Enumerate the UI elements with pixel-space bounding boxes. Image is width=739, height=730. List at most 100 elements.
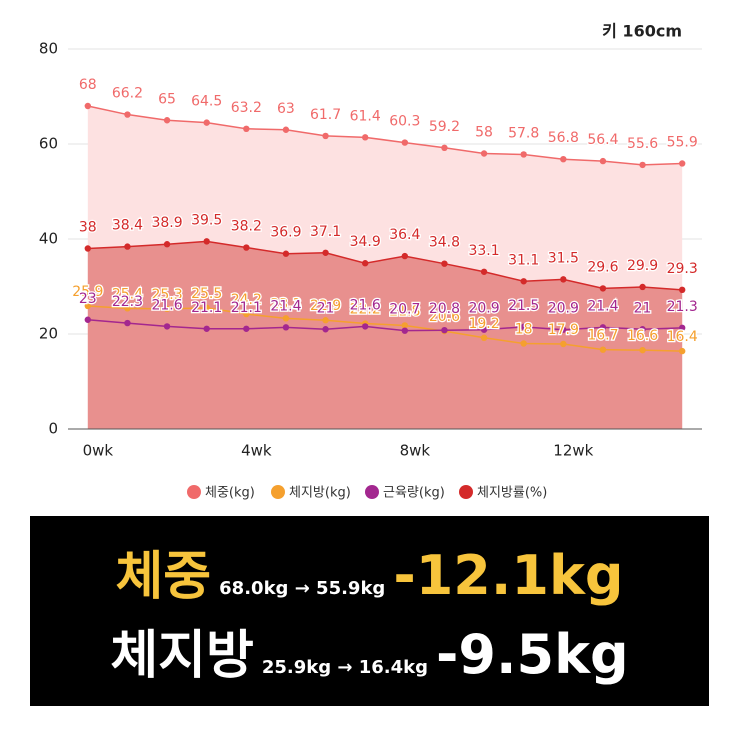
data-label: 34.9 xyxy=(350,234,381,250)
point xyxy=(639,326,646,333)
annotation: 키 160cm xyxy=(602,22,682,41)
point xyxy=(282,126,290,133)
data-label: 55.9 xyxy=(667,134,698,150)
data-label: 31.1 xyxy=(508,252,539,268)
data-label: 36.4 xyxy=(389,227,420,243)
data-label: 21.6 xyxy=(151,297,182,313)
point xyxy=(599,285,607,292)
x-tick-label: 8wk xyxy=(400,442,431,460)
point xyxy=(520,151,527,158)
point xyxy=(243,125,250,132)
data-label: 21.1 xyxy=(231,300,262,316)
banner-row: 체중 68.0kg → 55.9kg -12.1kg xyxy=(115,534,623,609)
data-label: 20.7 xyxy=(389,302,420,318)
point xyxy=(678,324,686,332)
data-label: 34.8 xyxy=(429,235,460,251)
data-label: 18 xyxy=(515,322,533,338)
x-tick-label: 4wk xyxy=(241,442,272,460)
data-label: 59.2 xyxy=(429,119,460,135)
y-tick-label: 80 xyxy=(39,40,58,58)
point xyxy=(163,117,171,124)
y-tick-label: 20 xyxy=(39,325,58,343)
data-label: 65 xyxy=(158,91,176,107)
data-label: 16.6 xyxy=(627,328,658,344)
data-label: 56.8 xyxy=(548,130,579,146)
data-label: 20.8 xyxy=(429,301,460,317)
y-tick-label: 60 xyxy=(39,135,58,153)
point xyxy=(520,278,527,285)
data-label: 21.5 xyxy=(508,298,539,314)
banner-change: -12.1kg xyxy=(393,544,624,607)
legend-label: 체지방(kg) xyxy=(289,486,351,501)
point xyxy=(599,157,607,165)
point xyxy=(282,250,290,257)
point xyxy=(203,119,210,126)
data-label: 55.6 xyxy=(627,136,658,152)
legend-marker xyxy=(365,485,379,499)
point xyxy=(560,276,567,283)
point xyxy=(560,156,567,163)
data-label: 56.4 xyxy=(587,132,618,148)
point xyxy=(124,111,131,118)
point xyxy=(84,102,92,110)
data-label: 16.7 xyxy=(587,328,618,344)
point xyxy=(163,323,171,330)
data-label: 29.3 xyxy=(667,261,698,277)
point xyxy=(520,340,527,347)
point xyxy=(361,134,369,141)
point xyxy=(243,310,250,318)
data-label: 23.3 xyxy=(270,296,301,312)
data-label: 39.5 xyxy=(191,212,222,228)
data-label: 20.9 xyxy=(548,301,579,317)
data-label: 24.2 xyxy=(231,292,262,308)
point xyxy=(639,283,646,291)
legend-marker xyxy=(271,485,285,499)
point xyxy=(401,252,409,260)
data-label: 19.2 xyxy=(468,316,499,332)
data-label: 63 xyxy=(277,101,295,117)
data-label: 57.8 xyxy=(508,125,539,141)
point xyxy=(678,160,686,167)
data-label: 61.4 xyxy=(350,108,381,124)
point xyxy=(480,150,488,157)
legend-label: 체중(kg) xyxy=(205,486,255,501)
point xyxy=(441,327,448,334)
x-tick-label: 0wk xyxy=(83,442,114,460)
data-label: 21 xyxy=(634,300,652,316)
point xyxy=(639,346,646,354)
data-label: 21.3 xyxy=(667,299,698,315)
data-label: 20.6 xyxy=(429,309,460,325)
series-line xyxy=(87,319,683,332)
point xyxy=(322,326,329,333)
data-label: 25.3 xyxy=(151,287,182,303)
point xyxy=(480,326,488,333)
data-label: 68 xyxy=(79,77,97,93)
point xyxy=(322,249,329,256)
data-label: 22.3 xyxy=(112,294,143,310)
data-label: 38.4 xyxy=(112,218,143,234)
point xyxy=(243,244,250,251)
data-label: 21.8 xyxy=(389,303,420,319)
point xyxy=(441,260,448,267)
data-label: 25.5 xyxy=(191,286,222,302)
point xyxy=(361,260,369,267)
data-label: 29.9 xyxy=(627,258,658,274)
banner-change: -9.5kg xyxy=(436,623,629,686)
series-line xyxy=(87,240,683,291)
data-label: 33.1 xyxy=(468,243,499,259)
point xyxy=(322,317,329,324)
data-label: 21.6 xyxy=(350,297,381,313)
data-label: 20.9 xyxy=(468,301,499,317)
point xyxy=(599,324,607,331)
point xyxy=(401,327,409,334)
point xyxy=(124,243,131,250)
data-label: 36.9 xyxy=(270,225,301,241)
point xyxy=(124,305,131,312)
x-tick-label: 12wk xyxy=(553,442,593,460)
data-label: 16.4 xyxy=(667,329,698,345)
data-label: 23 xyxy=(79,291,97,307)
legend-label: 체지방률(%) xyxy=(477,486,547,501)
data-label: 60.3 xyxy=(389,114,420,130)
point xyxy=(203,304,210,312)
